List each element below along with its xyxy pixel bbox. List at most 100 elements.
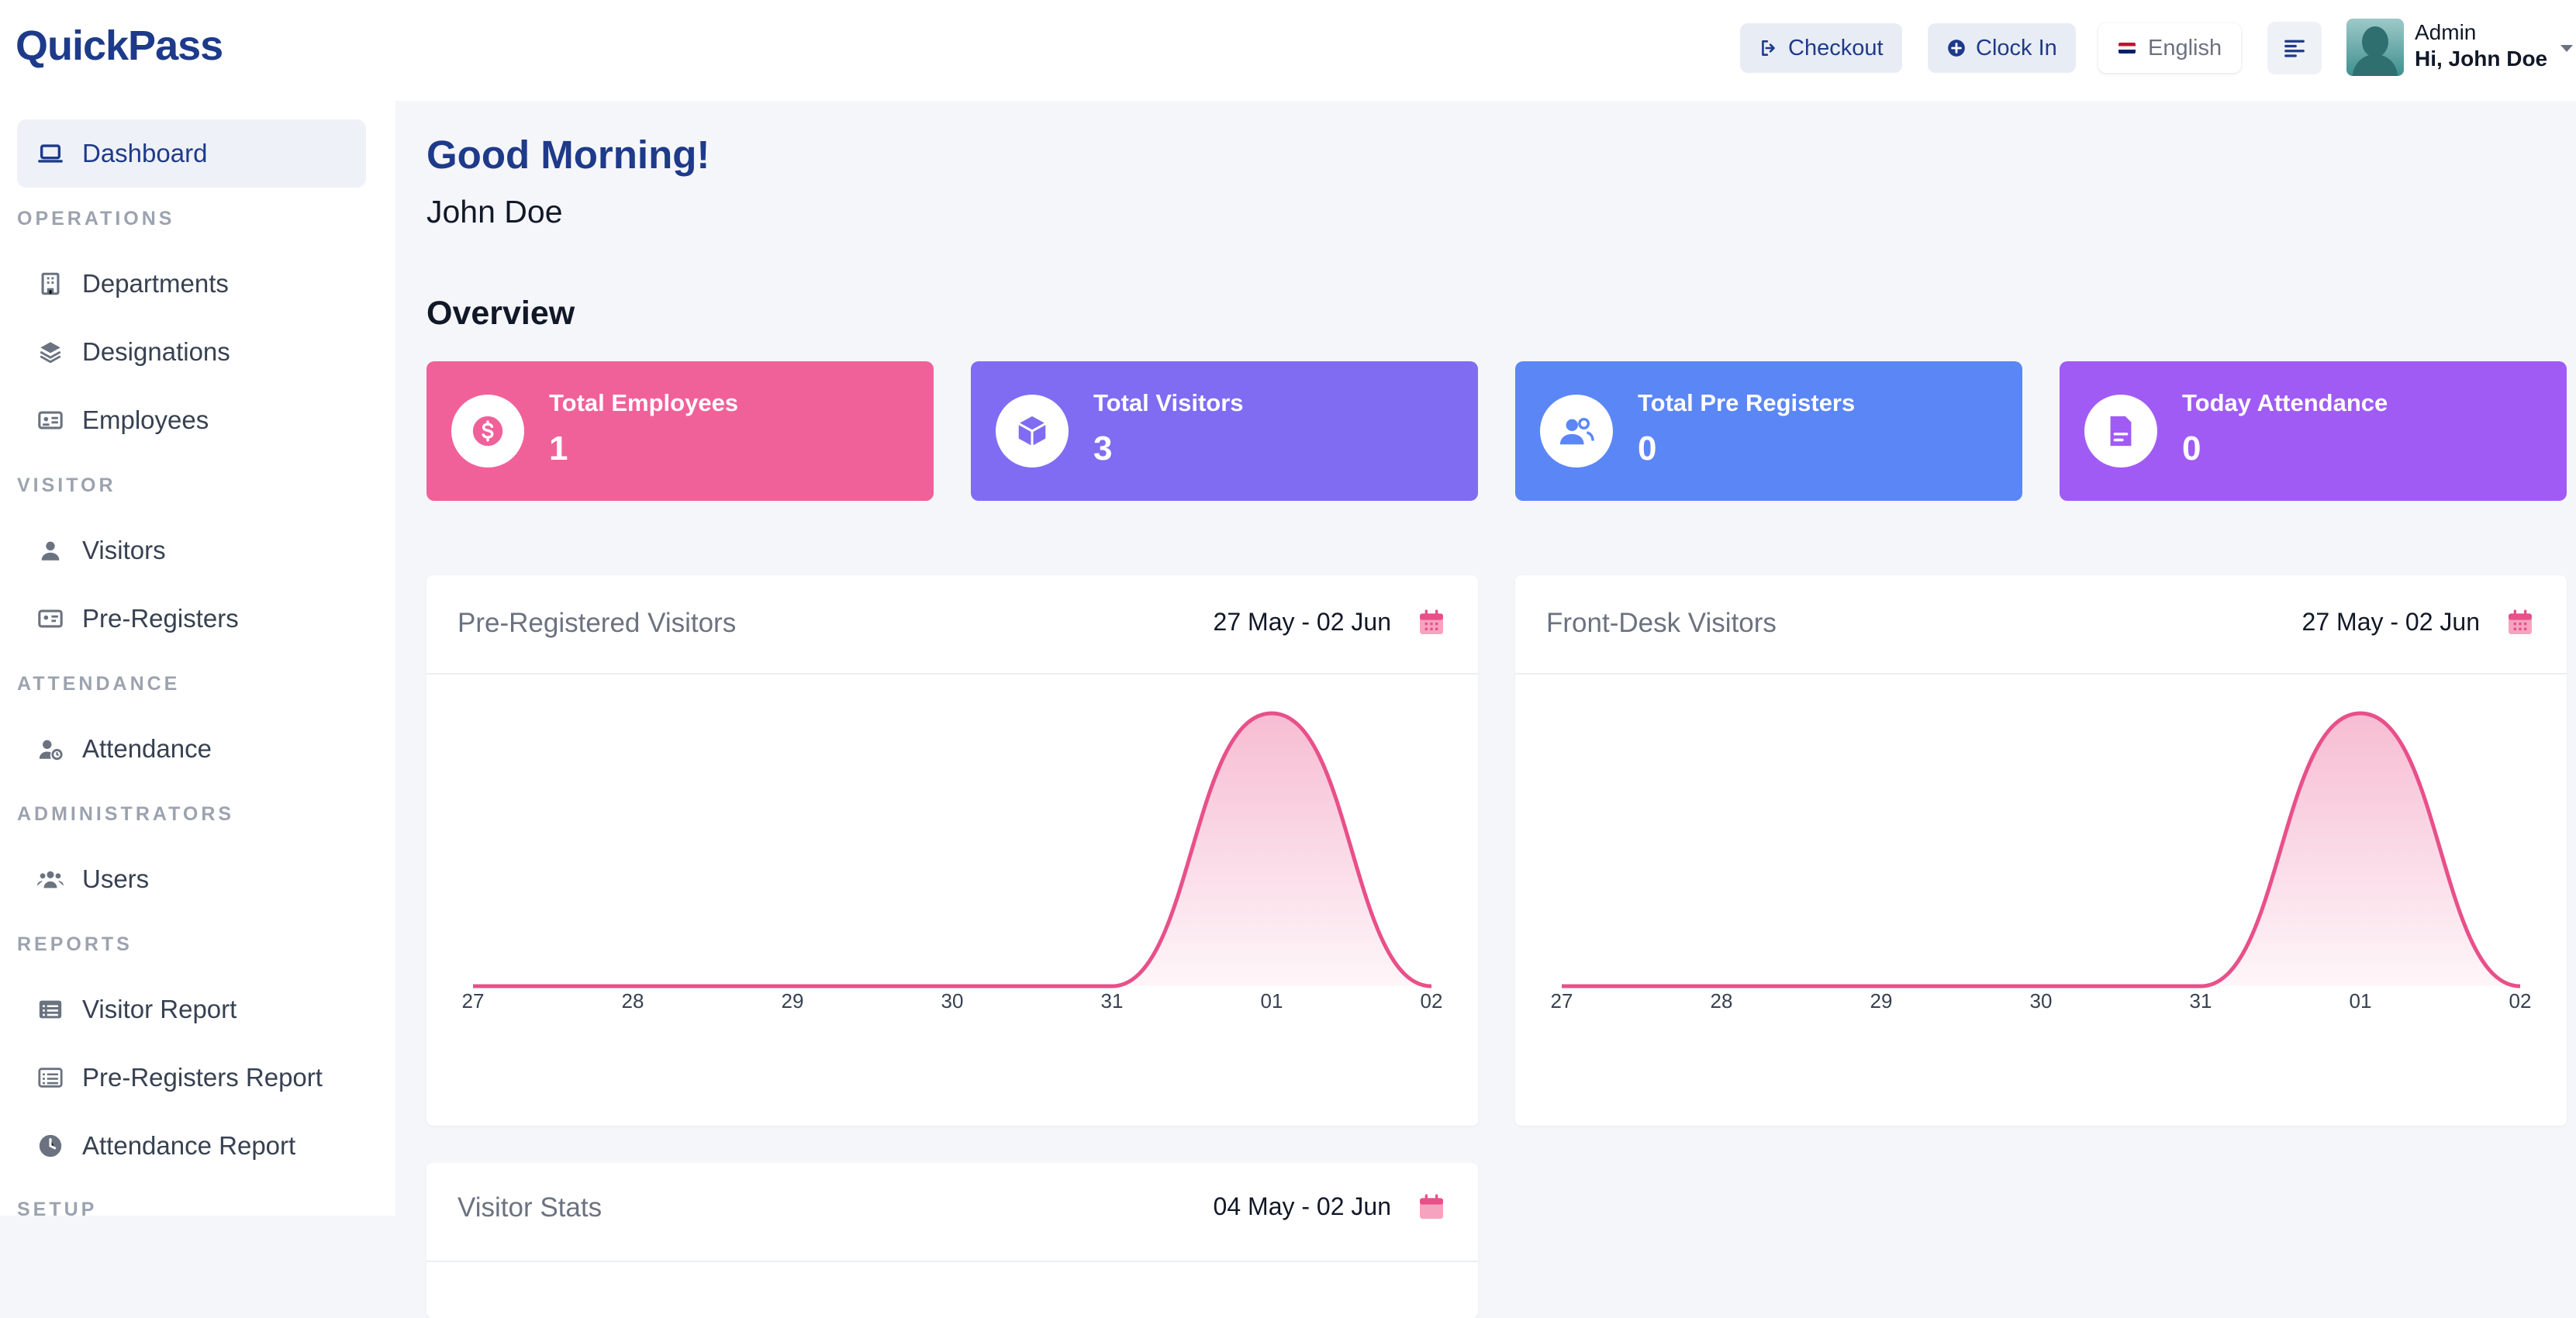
building-icon — [41, 272, 60, 295]
date-range[interactable]: 27 May - 02 Jun — [1213, 608, 1391, 636]
sidebar-item-label: Pre-Registers Report — [82, 1063, 323, 1092]
date-range[interactable]: 04 May - 02 Jun — [1213, 1192, 1391, 1220]
sidebar-item-attendance[interactable]: Attendance — [17, 715, 366, 783]
greeting-title: Good Morning! — [426, 133, 710, 177]
x-tick-label: 27 — [462, 989, 485, 1009]
sidebar-item-pre-registers[interactable]: Pre-Registers — [17, 585, 366, 653]
cube-icon — [1018, 416, 1046, 447]
stat-icon-wrap — [451, 395, 524, 468]
sidebar-item-departments[interactable]: Departments — [17, 250, 366, 318]
x-tick-label: 02 — [1421, 989, 1443, 1009]
sidebar-item-designations[interactable]: Designations — [17, 318, 366, 386]
x-tick-label: 01 — [2350, 989, 2372, 1009]
app-logo[interactable]: QuickPass — [16, 22, 223, 69]
user-role: Admin — [2415, 20, 2477, 44]
stat-card-today-attendance[interactable]: Today Attendance 0 — [2060, 361, 2567, 501]
x-tick-label: 02 — [2509, 989, 2532, 1009]
x-tick-label: 31 — [2190, 989, 2212, 1009]
sidebar-item-label: Attendance Report — [82, 1131, 296, 1160]
language-selector[interactable]: English — [2098, 23, 2241, 73]
document-icon — [2110, 416, 2132, 447]
x-tick-label: 28 — [622, 989, 644, 1009]
sidebar-item-label: Attendance — [82, 734, 212, 763]
stat-value: 1 — [549, 430, 568, 468]
sidebar-item-label: Visitors — [82, 536, 166, 564]
sidebar-item-label: Employees — [82, 405, 209, 434]
pre-registered-visitors-chart: 27 28 29 30 31 01 02 — [462, 711, 1443, 1009]
card-title: Visitor Stats — [458, 1192, 603, 1223]
front-desk-visitors-chart: 27 28 29 30 31 01 02 — [1551, 711, 2532, 1009]
x-tick-label: 30 — [941, 989, 964, 1009]
x-tick-label: 28 — [1711, 989, 1733, 1009]
user-greeting[interactable]: Hi, John Doe — [2415, 47, 2548, 71]
sidebar-item-visitor-report[interactable]: Visitor Report — [17, 975, 366, 1044]
clock-in-button[interactable]: Clock In — [1928, 23, 2076, 73]
stat-card-total-pre-registers[interactable]: Total Pre Registers 0 — [1515, 361, 2022, 501]
overview-heading: Overview — [426, 295, 575, 332]
list-alt-icon — [38, 1068, 63, 1088]
stat-label: Total Employees — [549, 389, 739, 416]
sidebar-item-label: Pre-Registers — [82, 604, 239, 633]
language-label: English — [2148, 35, 2222, 60]
x-tick-label: 01 — [1261, 989, 1283, 1009]
address-card-icon — [38, 609, 63, 628]
sidebar-item-label: Departments — [82, 269, 229, 298]
date-range[interactable]: 27 May - 02 Jun — [2301, 608, 2480, 636]
x-tick-label: 30 — [2030, 989, 2053, 1009]
checkout-label: Checkout — [1788, 35, 1884, 60]
sidebar-item-visitors[interactable]: Visitors — [17, 516, 366, 585]
card-header: Visitor Stats 04 May - 02 Jun — [426, 1163, 1478, 1262]
plus-circle-icon — [1948, 40, 1965, 57]
visitor-stats-card: Visitor Stats 04 May - 02 Jun — [426, 1163, 1478, 1318]
calendar-icon[interactable] — [2505, 606, 2536, 639]
sidebar-item-dashboard[interactable]: Dashboard — [17, 119, 366, 188]
user-clock-icon — [39, 740, 63, 761]
section-setup: SETUP — [17, 1199, 98, 1220]
greeting-name: John Doe — [426, 194, 563, 229]
section-operations: OPERATIONS — [17, 208, 175, 229]
x-tick-label: 29 — [782, 989, 804, 1009]
stat-icon-wrap — [2084, 395, 2157, 468]
top-bar: QuickPass Checkout Clock In English Admi… — [0, 0, 2576, 101]
logout-icon — [1762, 40, 1775, 56]
chart-area-fill — [473, 713, 1431, 986]
layers-icon — [40, 342, 61, 364]
sidebar-item-label: Users — [82, 864, 150, 893]
checkout-button[interactable]: Checkout — [1740, 23, 1902, 73]
clock-in-label: Clock In — [1976, 35, 2057, 60]
uk-flag-icon — [2118, 43, 2136, 53]
x-tick-label: 29 — [1870, 989, 1893, 1009]
clock-icon — [39, 1134, 62, 1158]
id-card-icon — [38, 411, 63, 430]
chevron-down-icon[interactable] — [2560, 45, 2573, 52]
chart-series-line — [1561, 711, 2521, 988]
card-title: Pre-Registered Visitors — [458, 608, 737, 638]
front-desk-visitors-card: Front-Desk Visitors 27 May - 02 Jun 27 28… — [1515, 575, 2567, 1126]
calendar-icon[interactable] — [1416, 1191, 1447, 1223]
stat-card-total-employees[interactable]: Total Employees 1 — [426, 361, 934, 501]
users-icon — [1559, 417, 1594, 445]
stat-card-total-visitors[interactable]: Total Visitors 3 — [971, 361, 1478, 501]
users-icon — [37, 871, 64, 888]
chart-area-fill — [1562, 713, 2520, 986]
sidebar-item-employees[interactable]: Employees — [17, 386, 366, 454]
avatar[interactable] — [2346, 19, 2404, 76]
stat-value: 0 — [1638, 430, 1657, 468]
sidebar-item-pre-registers-report[interactable]: Pre-Registers Report — [17, 1044, 366, 1112]
sidebar-toggle-button[interactable] — [2267, 22, 2322, 74]
sidebar-item-label: Dashboard — [82, 139, 208, 167]
calendar-icon[interactable] — [1416, 606, 1447, 639]
sidebar-item-attendance-report[interactable]: Attendance Report — [17, 1112, 366, 1180]
stat-label: Total Pre Registers — [1638, 389, 1856, 416]
sidebar-item-users[interactable]: Users — [17, 845, 366, 913]
card-header: Pre-Registered Visitors 27 May - 02 Jun — [426, 575, 1478, 675]
stat-icon-wrap — [1540, 395, 1613, 468]
stat-value: 3 — [1093, 430, 1113, 468]
sidebar: Dashboard OPERATIONS Departments Designa… — [0, 101, 395, 1220]
chart-series-line — [472, 711, 1432, 988]
align-left-icon — [2284, 40, 2305, 57]
sidebar-item-label: Visitor Report — [82, 995, 237, 1023]
stat-icon-wrap — [996, 395, 1069, 468]
stat-value: 0 — [2182, 430, 2201, 468]
list-icon — [39, 1000, 62, 1019]
